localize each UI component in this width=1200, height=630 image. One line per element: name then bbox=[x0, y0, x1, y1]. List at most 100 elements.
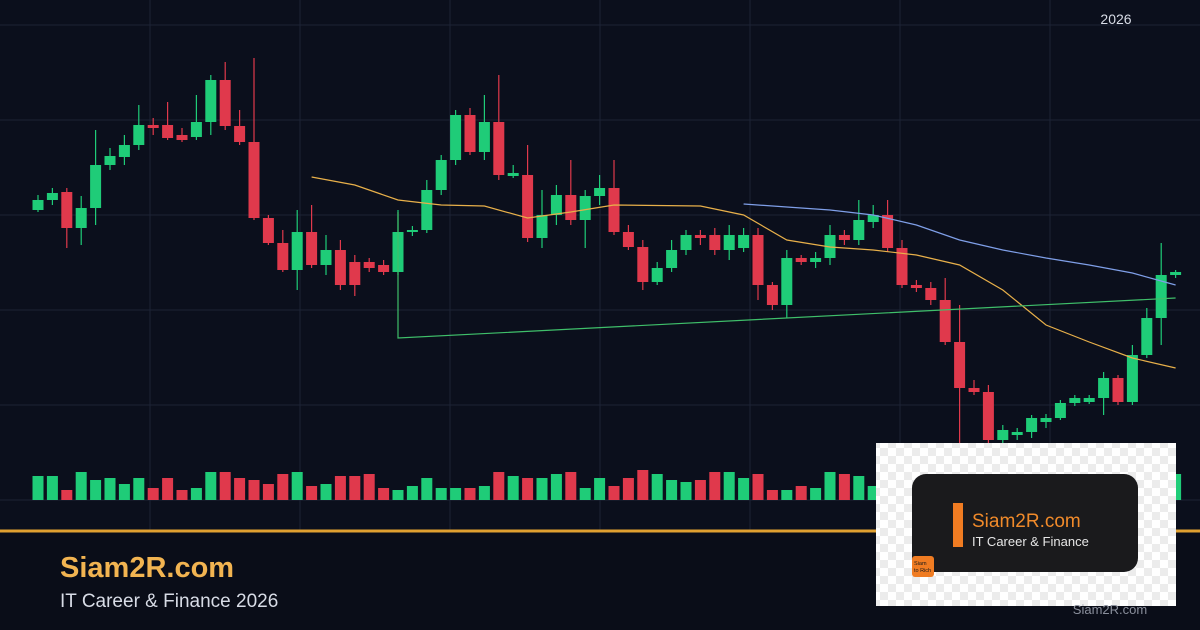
volume-bar bbox=[277, 474, 289, 500]
candle-body bbox=[622, 232, 634, 247]
volume-bar bbox=[61, 490, 73, 500]
candle-body bbox=[608, 188, 620, 232]
brand-title: Siam2R.com bbox=[60, 552, 234, 584]
candle-body bbox=[205, 80, 217, 122]
candle-body bbox=[147, 125, 159, 128]
volume-bar bbox=[766, 490, 778, 500]
candle-body bbox=[550, 195, 562, 215]
volume-bar bbox=[838, 474, 850, 500]
volume-bar bbox=[752, 474, 764, 500]
volume-bar bbox=[550, 474, 562, 500]
candle-body bbox=[46, 193, 58, 200]
candle-body bbox=[349, 262, 361, 285]
volume-bar bbox=[622, 478, 634, 500]
volume-bar bbox=[349, 476, 361, 500]
candle-body bbox=[334, 250, 346, 285]
year-annotation: 2026 bbox=[1100, 11, 1131, 27]
logo-card: Siam2R.com IT Career & Finance Siam to R… bbox=[876, 443, 1176, 606]
volume-bar bbox=[334, 476, 346, 500]
candle-body bbox=[1112, 378, 1124, 402]
grid bbox=[0, 0, 1200, 530]
candle-body bbox=[766, 285, 778, 305]
volume-bar bbox=[824, 472, 836, 500]
volume-bar bbox=[176, 490, 188, 500]
candle-body bbox=[1083, 398, 1095, 402]
candle-body bbox=[32, 200, 44, 210]
candle-body bbox=[90, 165, 102, 208]
card-title: Siam2R.com bbox=[972, 511, 1081, 532]
volume-bar bbox=[694, 480, 706, 500]
candle-body bbox=[838, 235, 850, 240]
candle-body bbox=[1054, 403, 1066, 418]
watermark: Siam2R.com bbox=[1073, 602, 1147, 617]
logo-line: to Rich bbox=[914, 568, 931, 574]
volume-bar bbox=[450, 488, 462, 500]
volume-bar bbox=[522, 478, 534, 500]
volume-bar bbox=[46, 476, 58, 500]
candle-body bbox=[176, 135, 188, 140]
candle-body bbox=[997, 430, 1009, 440]
candle-body bbox=[320, 250, 332, 265]
candle-body bbox=[61, 192, 73, 228]
candle-body bbox=[435, 160, 447, 190]
candle-body bbox=[1026, 418, 1038, 432]
candle-body bbox=[1040, 418, 1052, 422]
candle-body bbox=[651, 268, 663, 282]
candle-body bbox=[1141, 318, 1153, 355]
candle-body bbox=[133, 125, 145, 145]
candle-body bbox=[565, 195, 577, 220]
volume-bar bbox=[853, 476, 865, 500]
candle-body bbox=[507, 173, 519, 176]
volume-bar bbox=[262, 484, 274, 500]
volume-bar bbox=[90, 480, 102, 500]
candle-body bbox=[867, 215, 879, 222]
candle-body bbox=[882, 215, 894, 248]
volume-bar bbox=[147, 488, 159, 500]
candle-body bbox=[493, 122, 505, 175]
overlay-line bbox=[743, 203, 1176, 286]
candle-body bbox=[277, 243, 289, 270]
candle-body bbox=[709, 235, 721, 250]
card-accent bbox=[953, 503, 963, 547]
candle-body bbox=[1155, 275, 1167, 318]
volume-bar bbox=[666, 480, 678, 500]
candle-body bbox=[104, 156, 116, 165]
volume-bar bbox=[435, 488, 447, 500]
candle-body bbox=[982, 392, 994, 440]
candle-body bbox=[910, 285, 922, 288]
candle-body bbox=[162, 125, 174, 138]
volume-bar bbox=[32, 476, 44, 500]
logo-line: Siam bbox=[914, 561, 927, 567]
candle-body bbox=[694, 235, 706, 238]
candle-body bbox=[1011, 432, 1023, 435]
candle-body bbox=[522, 175, 534, 238]
candle-body bbox=[781, 258, 793, 305]
volume-bar bbox=[104, 478, 116, 500]
volume-bar bbox=[579, 488, 591, 500]
card-subtitle: IT Career & Finance bbox=[972, 534, 1089, 549]
volume-bar bbox=[594, 478, 606, 500]
volume-bar bbox=[190, 488, 202, 500]
volume-bar bbox=[464, 488, 476, 500]
volume-bar bbox=[406, 486, 418, 500]
candle-body bbox=[795, 258, 807, 262]
overlay-line bbox=[311, 176, 1176, 369]
candle-body bbox=[478, 122, 490, 152]
candle-body bbox=[421, 190, 433, 230]
volume-bar bbox=[709, 472, 721, 500]
candle-body bbox=[75, 208, 87, 228]
volume-bar bbox=[493, 472, 505, 500]
volume-bar bbox=[536, 478, 548, 500]
volume-bar bbox=[392, 490, 404, 500]
volume-bar bbox=[810, 488, 822, 500]
volume-bar bbox=[291, 472, 303, 500]
candle-body bbox=[536, 215, 548, 238]
candle-body bbox=[363, 262, 375, 268]
candle-body bbox=[450, 115, 462, 160]
volume-bar bbox=[320, 484, 332, 500]
volume-bar bbox=[565, 472, 577, 500]
candle-body bbox=[896, 248, 908, 285]
candle-body bbox=[118, 145, 130, 157]
